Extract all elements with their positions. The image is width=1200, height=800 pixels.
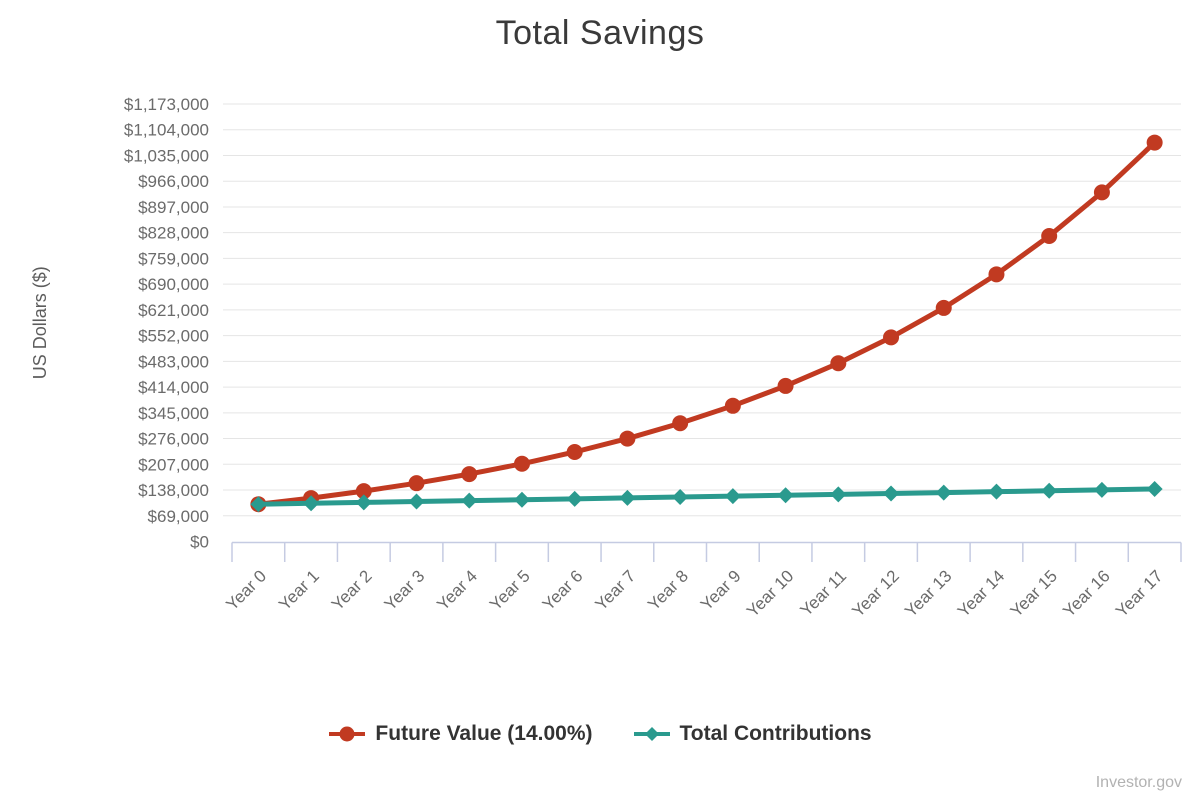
plot-area: $0 $69,000 $138,000 $207,000 $276,000 $345,00…	[30, 95, 1182, 621]
x-tick-label: Year 15	[1007, 566, 1061, 620]
data-point-marker[interactable]	[408, 475, 425, 492]
data-point-marker[interactable]	[513, 455, 530, 472]
chart-legend: Future Value (14.00%) Total Contribution…	[0, 722, 1200, 746]
y-tick-label: $1,104,000	[124, 121, 209, 140]
data-point-marker[interactable]	[1093, 184, 1110, 201]
x-tick-label: Year 5	[486, 566, 534, 614]
legend-item-future-value[interactable]: Future Value (14.00%)	[328, 722, 593, 746]
y-tick-label: $414,000	[138, 378, 209, 397]
x-tick-label: Year 4	[433, 566, 481, 614]
data-point-marker[interactable]	[935, 299, 952, 316]
x-tick-label: Year 7	[591, 566, 639, 614]
data-point-marker[interactable]	[830, 486, 847, 503]
data-point-marker[interactable]	[303, 495, 320, 512]
legend-item-total-contributions[interactable]: Total Contributions	[633, 722, 872, 746]
legend-label-total-contributions: Total Contributions	[679, 722, 872, 745]
data-point-marker[interactable]	[988, 266, 1005, 283]
data-point-marker[interactable]	[935, 484, 952, 501]
x-tick-label: Year 17	[1112, 566, 1166, 620]
x-tick-label: Year 1	[275, 566, 323, 614]
series-line-1	[255, 486, 1158, 507]
x-tick-label: Year 9	[697, 566, 745, 614]
x-tick-label: Year 14	[954, 566, 1008, 620]
x-tick-label: Year 13	[901, 566, 955, 620]
y-tick-label: $759,000	[138, 249, 209, 268]
x-tick-label: Year 11	[797, 566, 851, 620]
chart-title: Total Savings	[495, 14, 705, 52]
y-tick-label: $345,000	[138, 404, 209, 423]
data-point-marker[interactable]	[408, 493, 425, 510]
y-tick-label: $1,035,000	[124, 146, 209, 165]
data-point-marker[interactable]	[355, 483, 372, 500]
series-line-0	[255, 140, 1158, 507]
y-tick-label: $1,173,000	[124, 95, 209, 114]
data-point-marker[interactable]	[988, 483, 1005, 500]
data-point-marker[interactable]	[1041, 482, 1058, 499]
data-point-marker[interactable]	[724, 488, 741, 505]
legend-label-future-value: Future Value (14.00%)	[375, 722, 593, 745]
y-tick-label: $138,000	[138, 481, 209, 500]
data-point-marker[interactable]	[777, 377, 794, 394]
data-point-marker[interactable]	[672, 489, 689, 506]
total-contributions-legend-marker-icon	[633, 727, 670, 741]
data-point-marker[interactable]	[566, 490, 583, 507]
x-tick-label: Year 8	[644, 566, 692, 614]
x-tick-label: Year 3	[381, 566, 429, 614]
data-point-marker[interactable]	[830, 355, 847, 372]
data-point-marker[interactable]	[1041, 228, 1058, 245]
data-point-marker[interactable]	[619, 430, 636, 447]
data-point-marker[interactable]	[1093, 481, 1110, 498]
data-point-marker[interactable]	[250, 496, 267, 513]
y-tick-label: $552,000	[138, 327, 209, 346]
y-tick-label: $207,000	[138, 455, 209, 474]
data-point-marker[interactable]	[461, 466, 478, 483]
y-tick-label: $897,000	[138, 198, 209, 217]
y-tick-label: $0	[190, 533, 209, 552]
y-tick-label: $483,000	[138, 352, 209, 371]
y-axis-title: US Dollars ($)	[30, 266, 50, 379]
x-tick-label: Year 12	[848, 566, 902, 620]
x-tick-label: Year 16	[1059, 566, 1113, 620]
data-point-marker[interactable]	[355, 494, 372, 511]
data-point-marker[interactable]	[619, 489, 636, 506]
data-point-marker[interactable]	[883, 329, 900, 346]
x-tick-label: Year 0	[222, 566, 270, 614]
x-tick-label: Year 10	[743, 566, 797, 620]
x-tick-label: Year 2	[328, 566, 376, 614]
x-tick-label: Year 6	[539, 566, 587, 614]
data-point-marker[interactable]	[724, 397, 741, 414]
future-value-legend-marker-icon	[329, 726, 366, 742]
data-point-marker[interactable]	[883, 485, 900, 502]
y-tick-label: $69,000	[148, 507, 209, 526]
y-tick-label: $621,000	[138, 301, 209, 320]
data-point-marker[interactable]	[461, 492, 478, 509]
data-point-marker[interactable]	[672, 415, 689, 432]
data-point-marker[interactable]	[513, 491, 530, 508]
y-tick-label: $966,000	[138, 172, 209, 191]
y-tick-label: $690,000	[138, 275, 209, 294]
data-point-marker[interactable]	[566, 443, 583, 460]
data-point-marker[interactable]	[1146, 480, 1163, 497]
y-tick-label: $828,000	[138, 224, 209, 243]
y-tick-label: $276,000	[138, 430, 209, 449]
source-credit: Investor.gov	[1095, 774, 1182, 791]
data-point-marker[interactable]	[1146, 134, 1163, 151]
data-point-marker[interactable]	[777, 487, 794, 504]
